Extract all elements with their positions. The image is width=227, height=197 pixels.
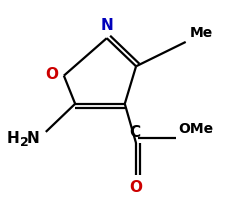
Text: N: N xyxy=(100,19,113,33)
Text: C: C xyxy=(129,125,141,140)
Text: 2: 2 xyxy=(20,136,29,149)
Text: H: H xyxy=(6,131,19,146)
Text: Me: Me xyxy=(190,26,213,40)
Text: O: O xyxy=(45,67,58,82)
Text: N: N xyxy=(27,131,39,146)
Text: O: O xyxy=(130,180,143,195)
Text: OMe: OMe xyxy=(178,122,213,136)
